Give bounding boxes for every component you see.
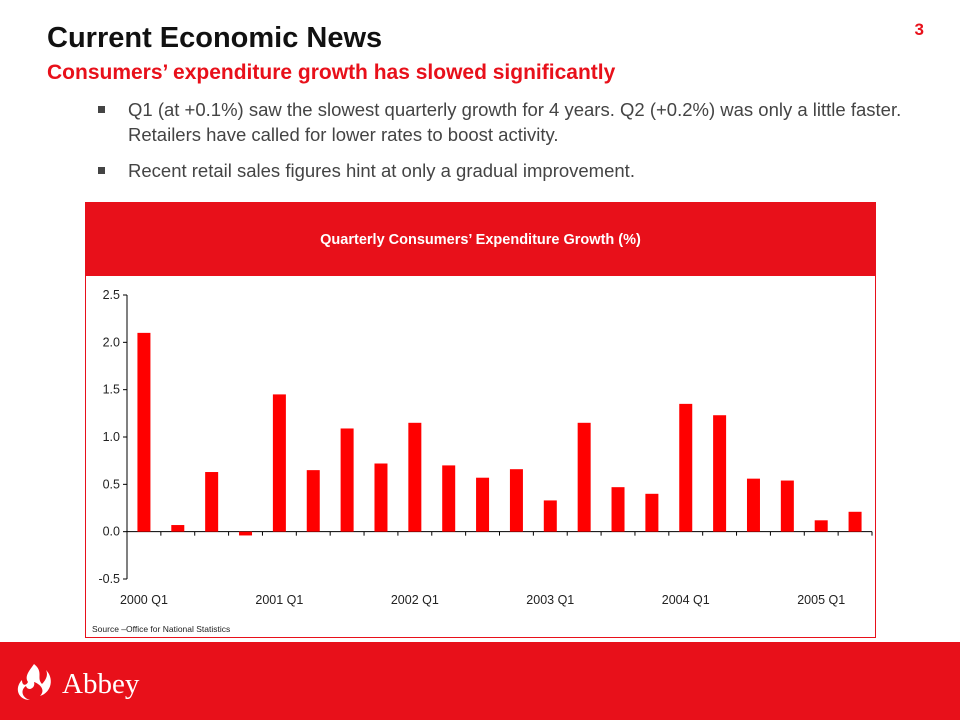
page-number: 3 bbox=[914, 20, 924, 39]
square-bullet-icon bbox=[98, 106, 105, 113]
chart-title-bar: Quarterly Consumers’ Expenditure Growth … bbox=[86, 203, 875, 276]
bar bbox=[272, 394, 286, 532]
bullet-text: Recent retail sales figures hint at only… bbox=[128, 160, 635, 181]
x-tick-label: 2002 Q1 bbox=[391, 593, 439, 607]
y-tick-label: 1.0 bbox=[103, 430, 120, 444]
bar bbox=[645, 493, 659, 532]
bullet-item: Q1 (at +0.1%) saw the slowest quarterly … bbox=[96, 97, 946, 147]
bar bbox=[611, 487, 625, 532]
bar bbox=[374, 463, 388, 532]
bar bbox=[509, 469, 523, 532]
page-subtitle: Consumers’ expenditure growth has slowed… bbox=[47, 61, 616, 84]
bar bbox=[171, 525, 185, 532]
bar bbox=[780, 480, 794, 532]
bar bbox=[239, 531, 253, 536]
page-title: Current Economic News bbox=[47, 22, 383, 54]
chart-panel: Quarterly Consumers’ Expenditure Growth … bbox=[85, 202, 876, 638]
bar bbox=[746, 478, 760, 532]
footer-bar: Abbey bbox=[0, 642, 960, 720]
x-tick-label: 2001 Q1 bbox=[255, 593, 303, 607]
chart-title: Quarterly Consumers’ Expenditure Growth … bbox=[320, 231, 641, 248]
y-tick-label: 2.0 bbox=[103, 335, 120, 349]
bar bbox=[205, 472, 219, 532]
y-tick-label: 1.5 bbox=[103, 383, 120, 397]
y-tick-label: 2.5 bbox=[103, 288, 120, 302]
brand-logo-text: Abbey bbox=[62, 668, 140, 700]
bar bbox=[577, 422, 591, 532]
bullet-item: Recent retail sales figures hint at only… bbox=[96, 158, 946, 183]
flame-icon bbox=[17, 664, 51, 700]
bar bbox=[713, 415, 727, 532]
x-tick-label: 2003 Q1 bbox=[526, 593, 574, 607]
bar bbox=[442, 465, 456, 532]
bar bbox=[543, 500, 557, 532]
bar bbox=[340, 428, 354, 532]
square-bullet-icon bbox=[98, 167, 105, 174]
bar bbox=[814, 520, 828, 532]
x-tick-label: 2000 Q1 bbox=[120, 593, 168, 607]
bar bbox=[306, 470, 320, 532]
y-tick-label: 0.5 bbox=[103, 477, 120, 491]
bar bbox=[137, 332, 151, 532]
bar bbox=[408, 422, 422, 532]
x-tick-label: 2005 Q1 bbox=[797, 593, 845, 607]
y-tick-label: -0.5 bbox=[98, 572, 120, 586]
y-tick-label: 0.0 bbox=[103, 525, 120, 539]
bar bbox=[476, 477, 490, 532]
bar bbox=[848, 511, 862, 532]
bar bbox=[679, 403, 693, 532]
chart-source: Source –Office for National Statistics bbox=[92, 624, 231, 634]
bullet-list: Q1 (at +0.1%) saw the slowest quarterly … bbox=[96, 97, 946, 194]
x-tick-label: 2004 Q1 bbox=[662, 593, 710, 607]
bullet-text: Q1 (at +0.1%) saw the slowest quarterly … bbox=[128, 99, 902, 145]
